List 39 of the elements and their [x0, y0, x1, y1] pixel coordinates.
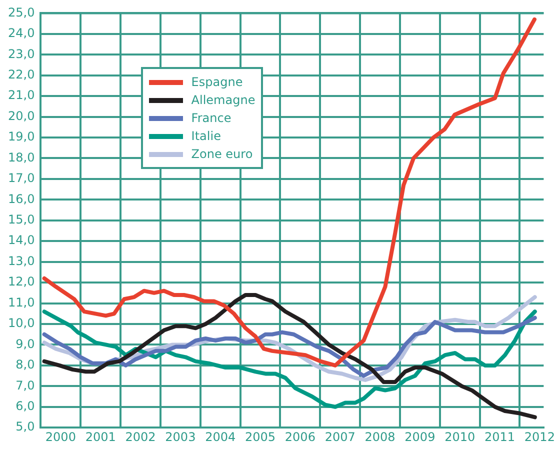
y-tick-label: 5,0: [16, 420, 35, 434]
x-tick-label: 2011: [484, 430, 516, 444]
y-tick-label: 24,0: [8, 26, 35, 40]
y-tick-label: 20,0: [8, 108, 35, 123]
legend-label: France: [191, 111, 232, 126]
x-tick-label: 2000: [45, 430, 76, 444]
y-tick-label: 14,0: [8, 233, 35, 248]
y-tick-label: 16,0: [8, 192, 35, 206]
legend-label: Zone euro: [191, 147, 253, 162]
y-tick-label: 18,0: [8, 150, 35, 164]
y-tick-label: 8,0: [16, 358, 35, 372]
y-tick-label: 21,0: [8, 88, 35, 102]
legend-label: Allemagne: [191, 93, 256, 108]
x-tick-label: 2001: [85, 430, 116, 444]
y-tick-label: 12,0: [8, 274, 35, 289]
y-tick-label: 6,0: [16, 399, 35, 414]
y-tick-label: 7,0: [16, 378, 35, 392]
y-tick-label: 15,0: [8, 212, 35, 227]
x-tick-label: 2006: [284, 430, 316, 444]
y-tick-label: 19,0: [8, 130, 35, 144]
y-tick-label: 23,0: [8, 46, 35, 61]
x-tick-label: 2012: [524, 430, 555, 444]
x-tick-label: 2004: [205, 430, 236, 444]
x-tick-label: 2008: [364, 430, 396, 444]
y-tick-label: 11,0: [8, 295, 35, 310]
y-tick-label: 25,0: [8, 5, 35, 20]
x-tick-label: 2005: [244, 430, 276, 444]
x-tick-label: 2007: [324, 430, 356, 444]
y-tick-label: 13,0: [8, 254, 35, 268]
x-tick-label: 2009: [404, 430, 436, 444]
y-tick-label: 9,0: [16, 336, 35, 351]
x-tick-label: 2003: [165, 430, 196, 444]
x-tick-label: 2002: [125, 430, 156, 444]
y-tick-label: 10,0: [8, 316, 35, 330]
legend-label: Espagne: [191, 75, 243, 90]
y-tick-label: 22,0: [8, 67, 35, 82]
legend-label: Italie: [191, 129, 221, 144]
y-tick-label: 17,0: [8, 171, 35, 186]
x-tick-label: 2010: [444, 430, 476, 444]
